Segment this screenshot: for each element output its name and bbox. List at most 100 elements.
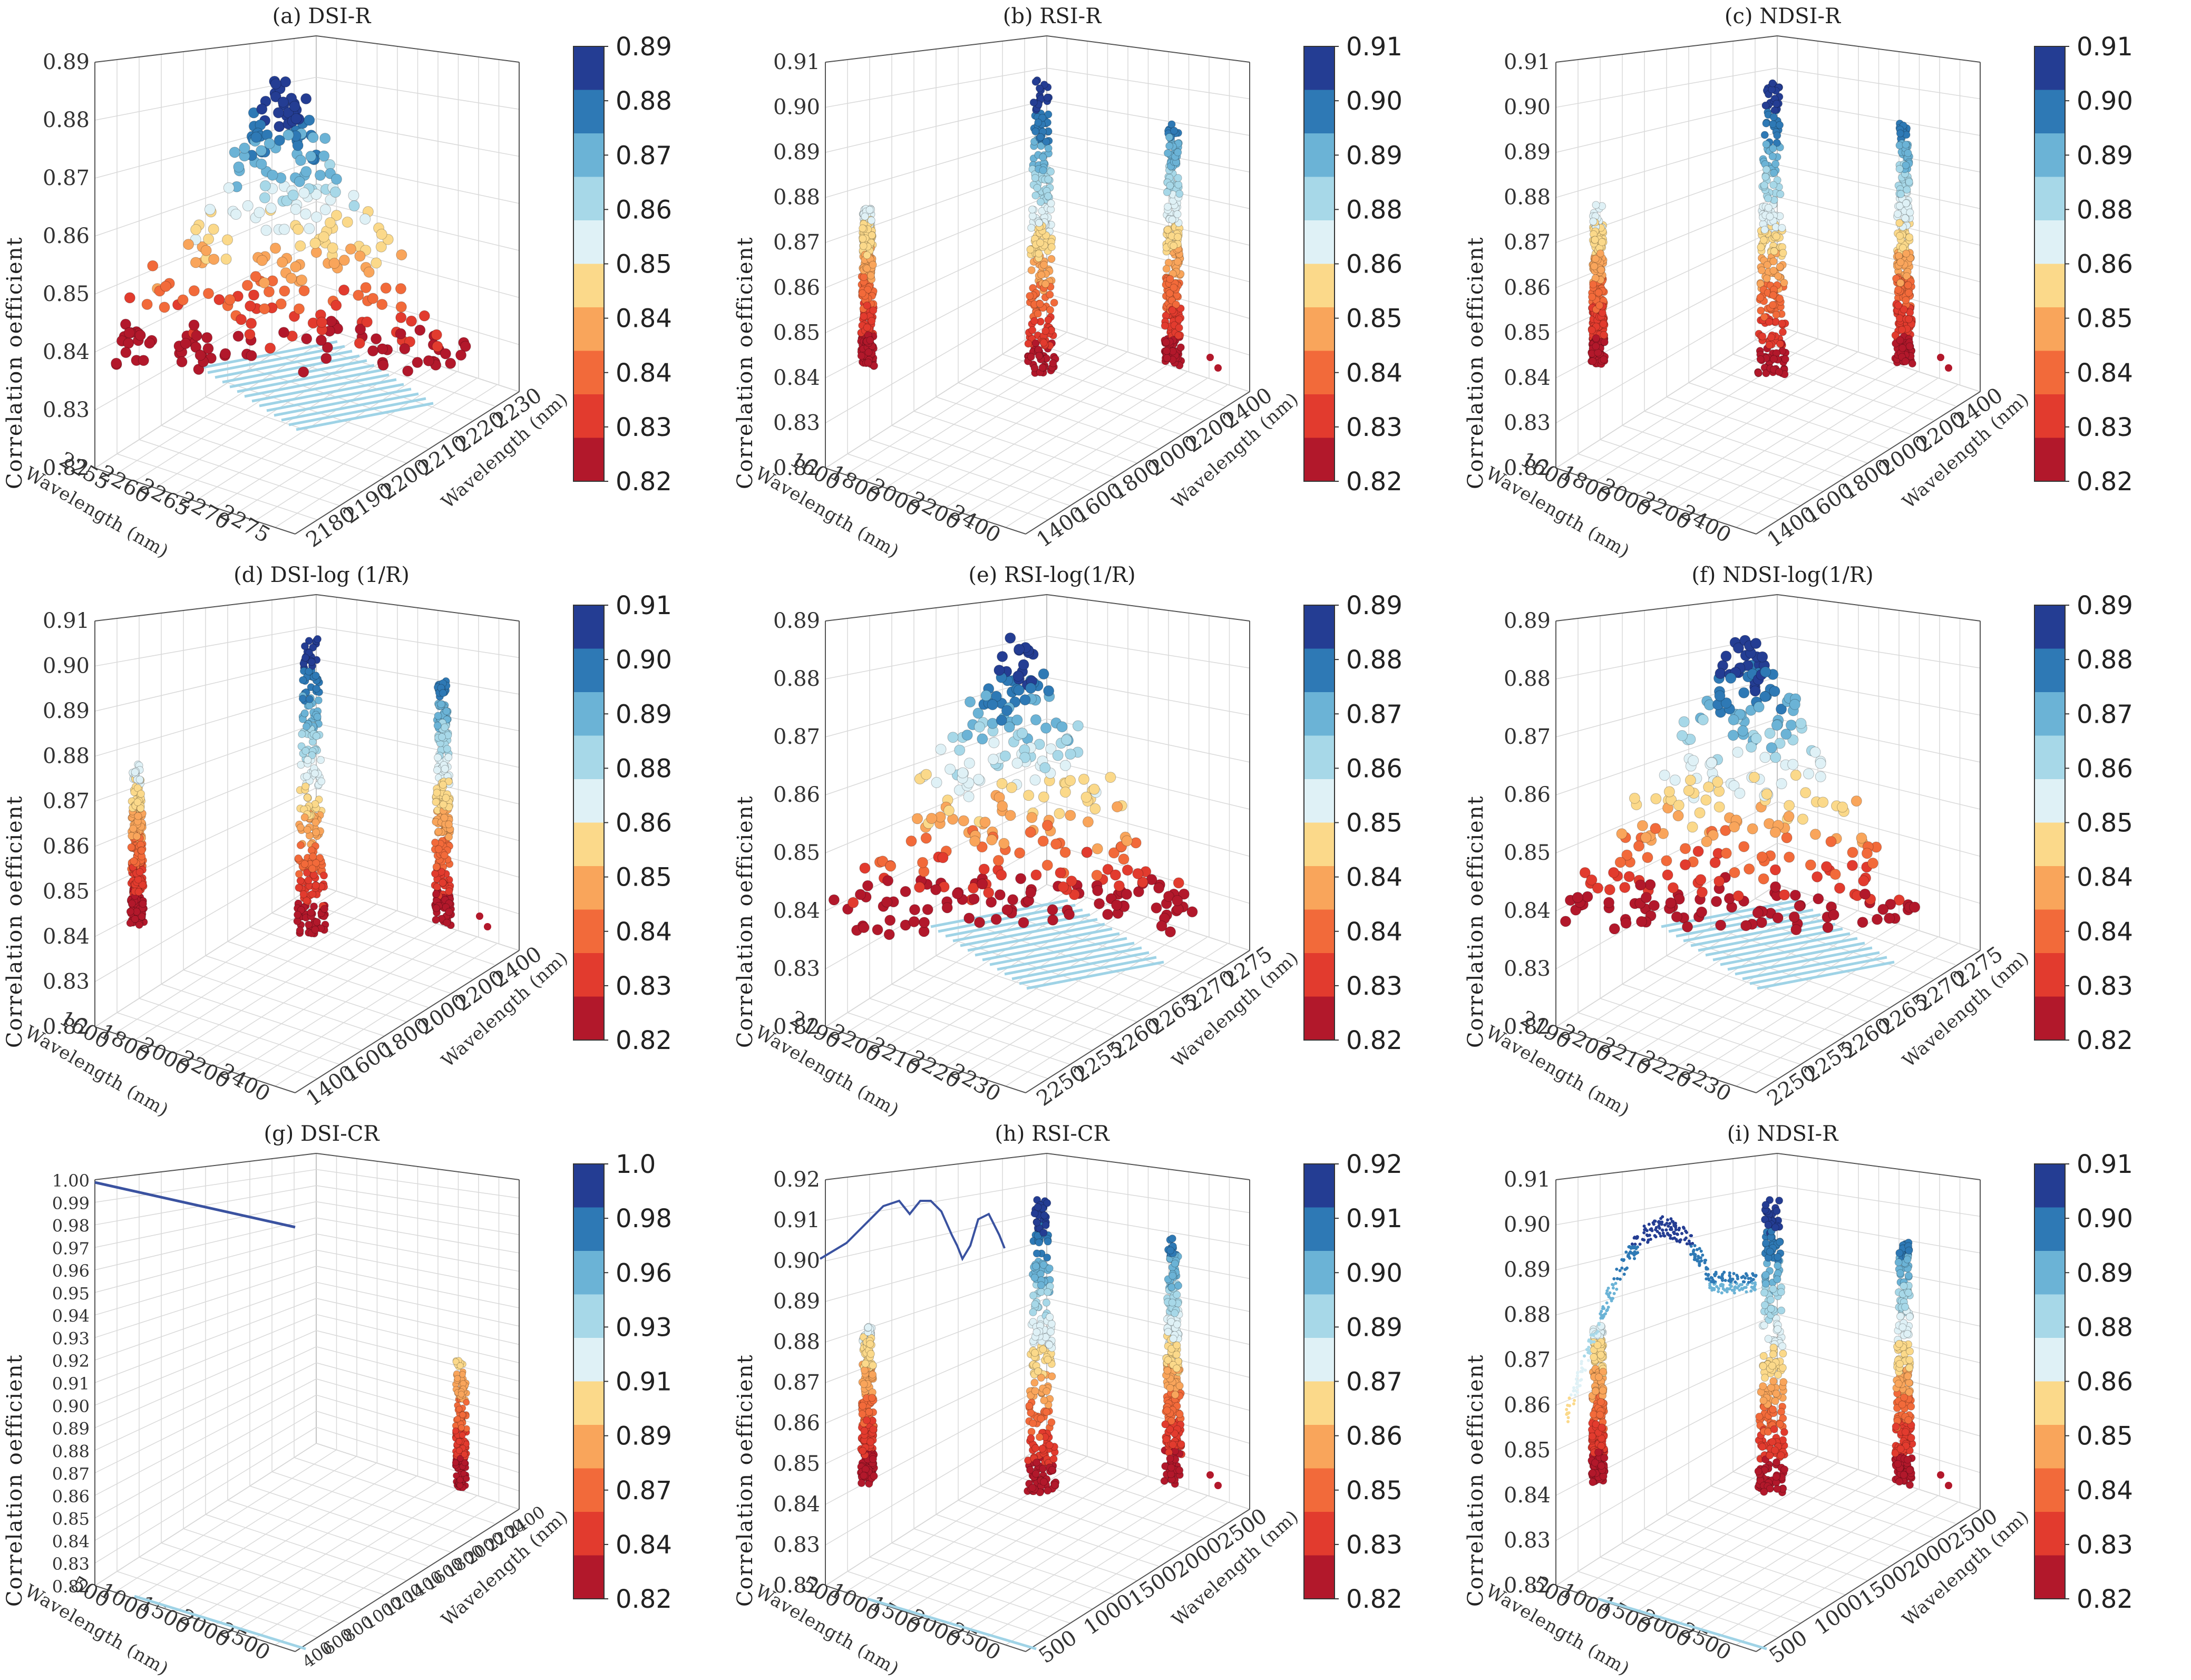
data-point [1756,917,1767,928]
data-point [1592,343,1600,350]
data-point [860,313,868,320]
chart-svg: 0.820.830.840.850.860.870.880.890.900.91… [1461,4,2191,562]
colorbar-tick-label: 0.83 [2077,413,2133,442]
data-point [962,730,972,740]
data-point [1744,864,1755,875]
data-point [919,917,930,928]
data-point [882,897,892,907]
data-point [1175,316,1183,323]
colorbar-tick-label: 0.85 [616,250,672,279]
data-point [362,317,372,327]
data-point [144,338,155,348]
data-point [1591,236,1599,244]
data-point [1053,750,1063,761]
colorbar-segment [573,779,604,823]
data-point [1905,289,1913,296]
data-point [440,348,451,359]
colorbar-segment [573,307,604,351]
chart-title: (b) RSI-R [904,4,1200,28]
data-point [1161,322,1168,329]
data-point [180,338,191,349]
data-point [1040,339,1047,346]
data-point [1163,354,1171,362]
z-tick-label: 0.88 [1504,186,1551,210]
data-point [1688,755,1699,766]
floor-gridline [936,1514,1136,1580]
data-point [1903,200,1910,207]
data-point [349,201,359,211]
data-point [1800,788,1811,798]
data-point [1682,921,1693,932]
data-point [995,890,1005,900]
z-tick-label: 0.84 [43,925,90,949]
data-point [1761,131,1768,139]
data-point [160,281,171,292]
data-point [339,285,349,295]
data-point [1784,852,1795,862]
data-point [1046,291,1054,298]
data-point [1103,909,1113,920]
colorbar-tick-label: 0.82 [616,467,672,497]
data-point [1001,705,1012,716]
data-point [300,209,311,219]
data-point [1904,149,1912,157]
data-point [1762,173,1769,180]
data-point [996,870,1007,880]
data-point [1815,771,1826,782]
data-point [1896,130,1904,137]
colorbar-segment [573,1208,604,1251]
colorbar-tick-label: 0.84 [1346,917,1403,947]
colorbar-segment [2034,823,2065,867]
data-point [320,133,330,143]
data-point [378,360,388,371]
data-point [1770,752,1781,763]
data-point [301,860,308,868]
colorbar-segment [573,1556,604,1599]
data-point [863,251,871,259]
data-point [1049,360,1057,367]
data-point [267,170,278,180]
data-point [1083,817,1093,827]
colorbar-segment [573,953,604,997]
data-point [931,885,941,895]
data-point [1862,848,1872,859]
data-point [1042,1221,1049,1229]
colorbar-tick-label: 0.83 [1346,413,1403,442]
data-point [1042,280,1049,288]
z-tick-label: 0.90 [1504,95,1551,120]
colorbar-segment [573,649,604,693]
data-point [270,79,281,89]
data-point [295,241,306,251]
data-point [912,813,923,824]
chart-title: (e) RSI-log(1/R) [904,563,1200,587]
data-point [1164,203,1172,210]
colorbar-tick-label: 0.83 [616,413,672,442]
floor-gridline [980,368,1181,434]
data-point [945,764,956,774]
z-tick-label: 0.96 [52,1261,90,1281]
chart-svg: 0.820.830.840.850.860.870.880.890.900.91… [731,4,1460,562]
data-point [1790,770,1801,781]
z-tick-label: 0.92 [52,1351,90,1371]
data-point [296,275,307,285]
floor-gridline [272,1472,472,1538]
data-point [1821,861,1832,872]
data-point [1592,335,1600,342]
data-point [1040,1397,1048,1404]
data-point [1166,182,1174,189]
data-point [863,324,871,331]
data-point [303,723,310,730]
colorbar-segment [2034,997,2065,1041]
data-point [1769,80,1776,87]
data-point [233,162,244,172]
colorbar-tick-label: 0.85 [1346,809,1403,838]
data-point [298,731,306,738]
colorbar-tick-label: 0.87 [1346,700,1403,729]
data-point [869,1455,877,1463]
data-point [1697,887,1707,898]
z-tick-label: 0.85 [1504,321,1551,345]
colorbar-segment [573,133,604,177]
colorbar: 0.820.830.840.850.860.880.890.900.91 [1304,32,1403,497]
